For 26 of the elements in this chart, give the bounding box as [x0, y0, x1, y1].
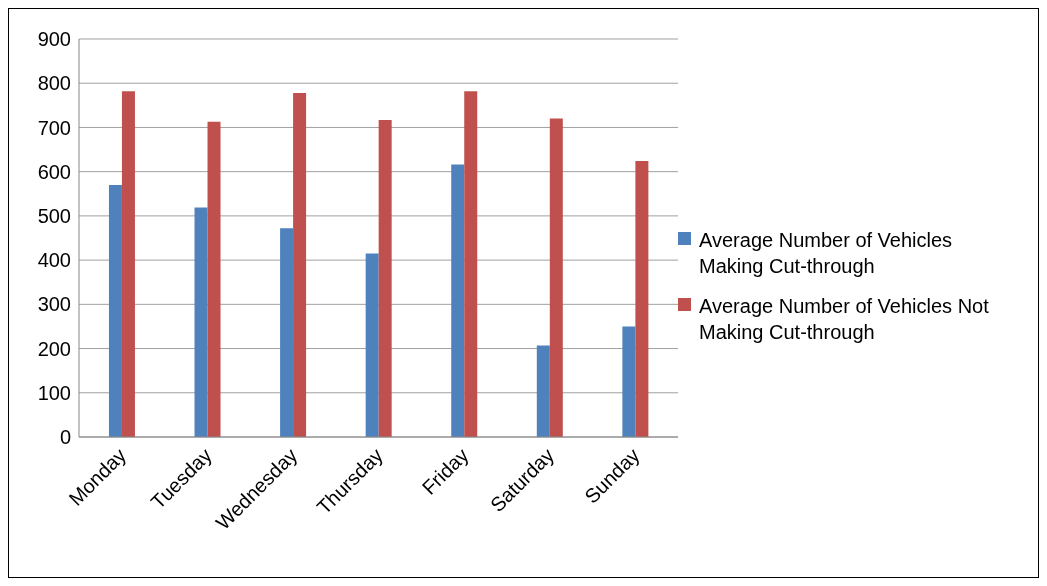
- bar: [108, 184, 122, 437]
- bar: [464, 91, 478, 437]
- y-tick-label: 900: [37, 28, 71, 51]
- bar: [451, 164, 465, 437]
- y-tick-label: 100: [37, 381, 71, 404]
- bar: [622, 326, 636, 437]
- bar: [378, 119, 392, 437]
- bar: [280, 228, 294, 437]
- y-tick-label: 200: [37, 337, 71, 360]
- y-tick-label: 0: [59, 426, 71, 449]
- bar: [207, 121, 221, 437]
- y-tick-label: 500: [37, 204, 71, 227]
- legend-label: Average Number of Vehicles Not Making Cut-through: [699, 294, 990, 345]
- bar: [536, 345, 550, 437]
- legend-label: Average Number of Vehicles Making Cut-through: [699, 228, 954, 279]
- y-tick-label: 700: [37, 116, 71, 139]
- bar: [549, 118, 563, 437]
- bar: [293, 92, 307, 437]
- y-tick-label: 800: [37, 72, 71, 95]
- bar: [365, 253, 379, 437]
- y-tick-label: 300: [37, 293, 71, 316]
- bar: [635, 161, 649, 437]
- y-tick-label: 600: [37, 160, 71, 183]
- y-tick-label: 400: [37, 249, 71, 272]
- bar: [194, 207, 208, 437]
- bar: [121, 91, 135, 437]
